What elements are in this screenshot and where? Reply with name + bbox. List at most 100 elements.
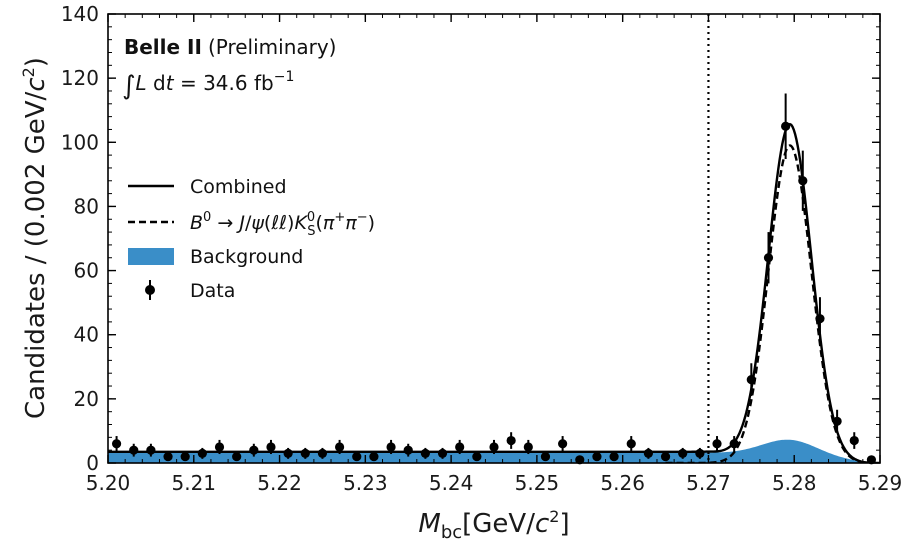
- data-point: [163, 451, 173, 462]
- data-point-marker: [111, 439, 122, 449]
- data-point: [129, 443, 139, 457]
- y-tick-label: 120: [61, 66, 99, 90]
- data-point: [232, 451, 242, 462]
- data-point-marker: [523, 442, 533, 452]
- data-point: [352, 451, 362, 462]
- data-point: [335, 439, 345, 455]
- data-point-marker: [866, 455, 877, 465]
- data-point-marker: [317, 448, 328, 458]
- data-point-marker: [832, 416, 842, 426]
- data-point: [386, 439, 396, 455]
- data-point: [798, 150, 808, 211]
- data-point-marker: [506, 435, 516, 446]
- data-point-marker: [249, 445, 259, 455]
- data-point: [472, 451, 482, 462]
- data-point: [643, 447, 654, 459]
- axis-ticks: [107, 13, 881, 464]
- data-point-marker: [558, 439, 568, 449]
- luminosity-label: ∫L dt = 34.6 fb−1: [122, 69, 294, 101]
- data-point-marker: [369, 451, 379, 462]
- data-point: [489, 439, 499, 455]
- data-point-marker: [660, 451, 671, 462]
- data-point-marker: [197, 448, 207, 458]
- data-point-marker: [781, 121, 791, 131]
- data-point-marker: [283, 448, 293, 458]
- y-tick-label: 140: [61, 2, 99, 26]
- data-point: [180, 451, 190, 462]
- data-point: [660, 451, 671, 462]
- data-point-marker: [129, 445, 139, 455]
- data-point-marker: [712, 439, 722, 449]
- data-point: [746, 363, 756, 396]
- data-point: [781, 93, 791, 159]
- data-point: [506, 432, 516, 449]
- data-point-marker: [300, 448, 310, 458]
- data-point: [283, 447, 293, 459]
- data-point: [317, 447, 328, 459]
- data-point-marker: [609, 451, 619, 462]
- data-point: [300, 447, 310, 459]
- legend-combined-label: Combined: [190, 176, 287, 198]
- data-point-marker: [746, 375, 756, 385]
- x-axis-title: Mbc[GeV/c2]: [418, 507, 569, 543]
- data-point-marker: [540, 451, 551, 462]
- data-point: [609, 451, 619, 462]
- data-point: [197, 447, 207, 459]
- data-point-marker: [403, 445, 413, 455]
- data-point-marker: [455, 442, 465, 452]
- data-point: [712, 436, 722, 452]
- data-point: [437, 447, 448, 459]
- data-point-marker: [180, 451, 190, 462]
- data-point: [695, 447, 705, 459]
- data-point: [403, 443, 413, 457]
- data-point: [540, 451, 551, 462]
- experiment-label: Belle II (Preliminary): [124, 35, 336, 59]
- data-point: [626, 436, 636, 452]
- data-point: [369, 451, 379, 462]
- data-point: [832, 409, 842, 433]
- data-points: [111, 93, 877, 465]
- y-tick-label: 60: [74, 259, 99, 283]
- y-tick-label: 100: [61, 130, 99, 154]
- data-point-marker: [146, 445, 156, 455]
- data-point: [455, 439, 465, 455]
- data-point: [592, 451, 602, 462]
- x-tick-label: 5.28: [772, 471, 817, 495]
- data-point: [523, 439, 533, 455]
- x-tick-label: 5.29: [858, 471, 903, 495]
- data-point-marker: [420, 448, 430, 458]
- data-point: [815, 297, 825, 341]
- data-point: [558, 436, 568, 452]
- data-point: [249, 443, 259, 457]
- data-point: [214, 439, 225, 455]
- x-tick-label: 5.25: [515, 471, 560, 495]
- data-point-marker: [849, 435, 859, 446]
- data-point: [146, 443, 156, 457]
- data-point-marker: [798, 176, 808, 186]
- x-tick-label: 5.21: [172, 471, 217, 495]
- legend-data-marker: [145, 285, 155, 295]
- data-point-marker: [678, 448, 688, 458]
- data-point-marker: [763, 253, 774, 263]
- y-tick-labels: 0 20 40 60 80 100 120 140: [61, 2, 99, 475]
- data-point: [729, 436, 739, 452]
- data-point: [575, 455, 585, 465]
- legend-data-label: Data: [190, 280, 235, 302]
- x-tick-label: 5.24: [429, 471, 474, 495]
- data-point-marker: [695, 448, 705, 458]
- data-point: [849, 432, 859, 449]
- data-point-marker: [489, 442, 499, 452]
- x-tick-label: 5.22: [257, 471, 302, 495]
- data-point: [420, 447, 430, 459]
- data-point-marker: [266, 442, 276, 452]
- data-point-marker: [163, 451, 173, 462]
- data-point: [763, 232, 774, 284]
- data-point-marker: [335, 442, 345, 452]
- data-point-marker: [729, 439, 739, 449]
- x-tick-label: 5.23: [343, 471, 388, 495]
- data-point: [111, 436, 122, 452]
- data-point-marker: [437, 448, 448, 458]
- plot-frame: [107, 13, 881, 464]
- legend-background-label: Background: [190, 246, 303, 268]
